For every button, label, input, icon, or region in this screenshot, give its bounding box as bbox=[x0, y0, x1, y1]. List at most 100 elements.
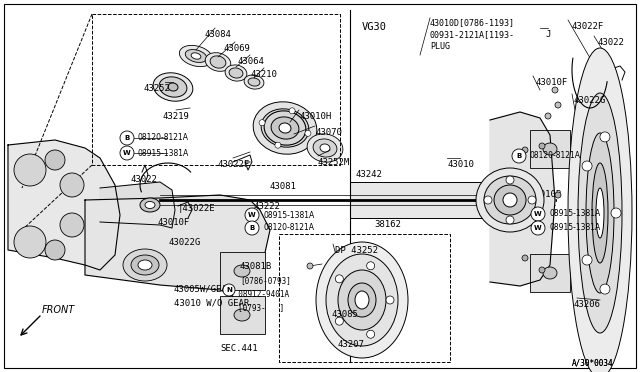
Circle shape bbox=[522, 147, 528, 153]
Text: 43081: 43081 bbox=[270, 182, 297, 191]
Ellipse shape bbox=[338, 270, 386, 330]
Text: 43022G: 43022G bbox=[574, 96, 606, 105]
Circle shape bbox=[275, 142, 281, 148]
Ellipse shape bbox=[543, 143, 557, 155]
Text: 08915-1381A: 08915-1381A bbox=[138, 148, 189, 157]
Circle shape bbox=[386, 296, 394, 304]
Text: W: W bbox=[534, 225, 542, 231]
Text: 43022F: 43022F bbox=[572, 22, 604, 31]
Ellipse shape bbox=[271, 117, 299, 139]
Bar bbox=[530, 254, 570, 292]
Circle shape bbox=[14, 226, 46, 258]
Circle shape bbox=[528, 196, 536, 204]
Ellipse shape bbox=[153, 73, 193, 101]
Ellipse shape bbox=[185, 49, 207, 62]
Text: 43206: 43206 bbox=[574, 300, 601, 309]
Ellipse shape bbox=[168, 83, 178, 91]
Bar bbox=[350, 182, 525, 218]
Bar bbox=[220, 296, 265, 334]
Ellipse shape bbox=[131, 255, 159, 275]
Circle shape bbox=[545, 113, 551, 119]
Ellipse shape bbox=[568, 48, 632, 372]
Text: 43252: 43252 bbox=[143, 84, 170, 93]
Text: 43010 W/O GEAR: 43010 W/O GEAR bbox=[174, 298, 249, 307]
Text: FRONT: FRONT bbox=[42, 305, 76, 315]
Text: 43084: 43084 bbox=[205, 30, 232, 39]
Circle shape bbox=[506, 176, 514, 184]
Text: [0786-0793]: [0786-0793] bbox=[240, 276, 291, 285]
Circle shape bbox=[367, 330, 374, 338]
Text: A/30*0034: A/30*0034 bbox=[572, 358, 614, 367]
Ellipse shape bbox=[320, 144, 330, 152]
Ellipse shape bbox=[348, 283, 376, 317]
Ellipse shape bbox=[578, 93, 622, 333]
Circle shape bbox=[305, 130, 311, 136]
Ellipse shape bbox=[225, 65, 247, 81]
Circle shape bbox=[531, 207, 545, 221]
Ellipse shape bbox=[484, 176, 536, 224]
Circle shape bbox=[120, 131, 134, 145]
Text: N: N bbox=[226, 287, 232, 293]
Circle shape bbox=[45, 240, 65, 260]
Ellipse shape bbox=[592, 163, 608, 263]
Text: 43207: 43207 bbox=[338, 340, 365, 349]
Circle shape bbox=[506, 216, 514, 224]
Ellipse shape bbox=[596, 188, 604, 238]
Circle shape bbox=[512, 149, 526, 163]
Text: A/30*0034: A/30*0034 bbox=[572, 358, 614, 367]
Text: 43010: 43010 bbox=[448, 160, 475, 169]
Ellipse shape bbox=[234, 309, 250, 321]
Text: SEC.441: SEC.441 bbox=[220, 344, 258, 353]
Circle shape bbox=[555, 192, 561, 198]
Circle shape bbox=[245, 221, 259, 235]
Ellipse shape bbox=[586, 133, 614, 293]
Circle shape bbox=[552, 87, 558, 93]
Text: 08915-1381A: 08915-1381A bbox=[549, 224, 600, 232]
Circle shape bbox=[484, 196, 492, 204]
Ellipse shape bbox=[355, 291, 369, 309]
Circle shape bbox=[582, 255, 592, 265]
Circle shape bbox=[335, 317, 343, 325]
Circle shape bbox=[522, 255, 528, 261]
Ellipse shape bbox=[229, 68, 243, 78]
Bar bbox=[530, 130, 570, 168]
Ellipse shape bbox=[248, 78, 260, 86]
Text: 43022F: 43022F bbox=[218, 160, 250, 169]
Circle shape bbox=[307, 263, 313, 269]
Text: 43022: 43022 bbox=[598, 38, 625, 47]
Ellipse shape bbox=[316, 242, 408, 358]
Circle shape bbox=[611, 208, 621, 218]
Ellipse shape bbox=[476, 168, 544, 232]
Text: 08915-1381A: 08915-1381A bbox=[549, 209, 600, 218]
Bar bbox=[220, 252, 265, 290]
Text: 43022: 43022 bbox=[131, 175, 157, 184]
Text: 43005W/GEAR: 43005W/GEAR bbox=[174, 284, 233, 293]
Circle shape bbox=[531, 221, 545, 235]
Circle shape bbox=[223, 284, 235, 296]
Circle shape bbox=[289, 108, 295, 114]
Circle shape bbox=[60, 173, 84, 197]
Text: 08120-8121A: 08120-8121A bbox=[263, 224, 314, 232]
Ellipse shape bbox=[494, 185, 526, 215]
Ellipse shape bbox=[145, 202, 155, 208]
Circle shape bbox=[259, 120, 265, 126]
Text: 08120-8121A: 08120-8121A bbox=[138, 134, 189, 142]
Text: 38162: 38162 bbox=[374, 220, 401, 229]
Circle shape bbox=[335, 275, 343, 283]
Ellipse shape bbox=[140, 198, 160, 212]
Ellipse shape bbox=[326, 254, 398, 346]
Text: B: B bbox=[124, 135, 130, 141]
Text: 43010F: 43010F bbox=[536, 78, 568, 87]
Ellipse shape bbox=[253, 102, 317, 154]
Text: 43210: 43210 bbox=[251, 70, 277, 79]
Circle shape bbox=[45, 150, 65, 170]
Text: DP 43252: DP 43252 bbox=[335, 246, 378, 255]
Ellipse shape bbox=[234, 265, 250, 277]
Circle shape bbox=[245, 208, 259, 222]
Text: W: W bbox=[534, 211, 542, 217]
Circle shape bbox=[600, 284, 610, 294]
Text: 43242: 43242 bbox=[356, 170, 383, 179]
Text: B: B bbox=[516, 153, 522, 159]
Circle shape bbox=[539, 143, 545, 149]
Ellipse shape bbox=[205, 53, 231, 71]
